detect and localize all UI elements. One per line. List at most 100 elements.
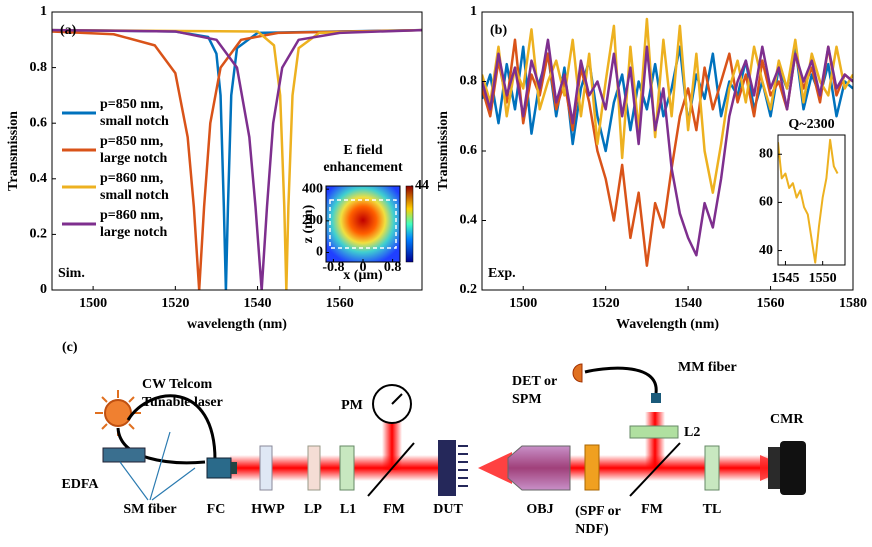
component-label: DUT <box>433 502 463 517</box>
fiber <box>584 366 658 394</box>
y-tick-label: 40 <box>759 243 773 258</box>
colorbar-tick-label: 44 <box>415 178 429 193</box>
legend-label: p=860 nm, large notch <box>100 208 168 240</box>
y-axis-label: Transmission <box>6 111 21 191</box>
dut <box>458 445 468 487</box>
laser-beam <box>570 455 770 481</box>
x-tick-label: 1520 <box>592 296 620 311</box>
x-tick-label: 1545 <box>771 271 799 286</box>
lens <box>339 445 355 491</box>
x-tick-label: 1560 <box>757 296 785 311</box>
objective <box>507 445 571 491</box>
component-label: L1 <box>340 502 356 517</box>
pointer <box>119 461 149 501</box>
fiber-coupler <box>231 462 237 474</box>
component-label: LP <box>304 502 322 517</box>
y-tick-label: 0.8 <box>460 74 478 89</box>
mirror <box>367 442 415 497</box>
y-tick-label: 0.6 <box>460 143 478 158</box>
edfa-box <box>102 447 146 463</box>
y-tick-label: 0.8 <box>30 60 48 75</box>
component-label: DET or <box>512 374 557 389</box>
x-tick-label: 1540 <box>674 296 702 311</box>
legend-label: p=850 nm, small notch <box>100 97 169 129</box>
y-tick-label: 0.4 <box>460 213 478 228</box>
plot-area <box>778 135 845 265</box>
laser-beam <box>382 420 402 470</box>
panel-label: (b) <box>490 23 507 38</box>
pointer <box>151 467 196 501</box>
camera <box>780 441 806 495</box>
lp <box>307 445 321 491</box>
data-line <box>52 28 422 290</box>
y-axis-label: Transmission <box>436 111 451 191</box>
heatmap-title: E field enhancement <box>323 143 403 175</box>
heatmap-image <box>326 186 400 262</box>
inset-title: Q~2300 <box>788 117 834 132</box>
laser-beam <box>645 412 665 468</box>
structure-outline <box>329 199 397 249</box>
component-label: SPM <box>512 392 542 407</box>
component-label: FC <box>207 502 226 517</box>
y-tick-label: 1 <box>40 4 47 19</box>
y-tick-label: 80 <box>759 146 773 161</box>
x-tick-label: 1540 <box>244 296 272 311</box>
axes-box <box>777 134 846 266</box>
x-tick-label: 1550 <box>809 271 837 286</box>
x-tick-label: 1520 <box>161 296 189 311</box>
x-axis-label: Wavelength (nm) <box>616 317 719 332</box>
y-tick-label: 60 <box>759 195 773 210</box>
y-tick-label: 0 <box>40 282 47 297</box>
component-label: L2 <box>684 425 700 440</box>
x-tick-label: 1560 <box>326 296 354 311</box>
x-tick-label: 1500 <box>79 296 107 311</box>
component-label: HWP <box>251 502 285 517</box>
component-label: TL <box>703 502 722 517</box>
component-label: MM fiber <box>678 360 737 375</box>
component-label: CMR <box>770 412 804 427</box>
axes-box <box>51 11 423 291</box>
x-tick-label: 1500 <box>509 296 537 311</box>
laser-beam <box>478 452 512 484</box>
data-line <box>52 28 422 290</box>
data-line <box>482 17 853 194</box>
component-label: Tunable laser <box>142 395 223 410</box>
hwp <box>259 445 273 491</box>
y-tick-label: 0.4 <box>30 171 48 186</box>
component-label: PM <box>341 398 363 413</box>
filter <box>584 444 600 491</box>
data-line <box>52 28 422 290</box>
component-label: FM <box>383 502 405 517</box>
x-axis-label: x (μm) <box>343 268 383 283</box>
x-axis-label: wavelength (nm) <box>187 317 287 332</box>
power-meter <box>391 393 403 405</box>
y-tick-label: 0.2 <box>460 282 478 297</box>
component-label: (SPF or <box>575 504 621 519</box>
fiber <box>116 394 217 465</box>
y-axis-label: z (nm) <box>301 204 316 243</box>
legend-label: p=850 nm, large notch <box>100 134 168 166</box>
y-tick-label: 0 <box>316 245 323 260</box>
data-line <box>778 138 839 264</box>
fiber-coupler <box>206 457 232 479</box>
annotation: Exp. <box>488 266 516 281</box>
component-label: SM fiber <box>123 502 176 517</box>
component-label: OBJ <box>526 502 553 517</box>
y-tick-label: 0.2 <box>30 227 48 242</box>
y-tick-label: 400 <box>302 181 323 196</box>
annotation: Sim. <box>58 266 85 281</box>
setup-diagram: (c) CW Telcom Tunable laser EDFA SM fibe… <box>61 261 806 537</box>
pointer <box>149 431 171 501</box>
mirror <box>629 442 681 497</box>
x-tick-label: -0.8 <box>322 260 344 275</box>
legend-label: p=860 nm, small notch <box>100 171 169 203</box>
lens <box>704 445 720 491</box>
dut <box>438 440 456 496</box>
x-tick-label: 0 <box>360 260 367 275</box>
fiber-coupler <box>651 393 661 403</box>
x-tick-label: 0.8 <box>384 260 402 275</box>
x-tick-label: 1580 <box>839 296 867 311</box>
panel-label: (a) <box>60 23 77 38</box>
